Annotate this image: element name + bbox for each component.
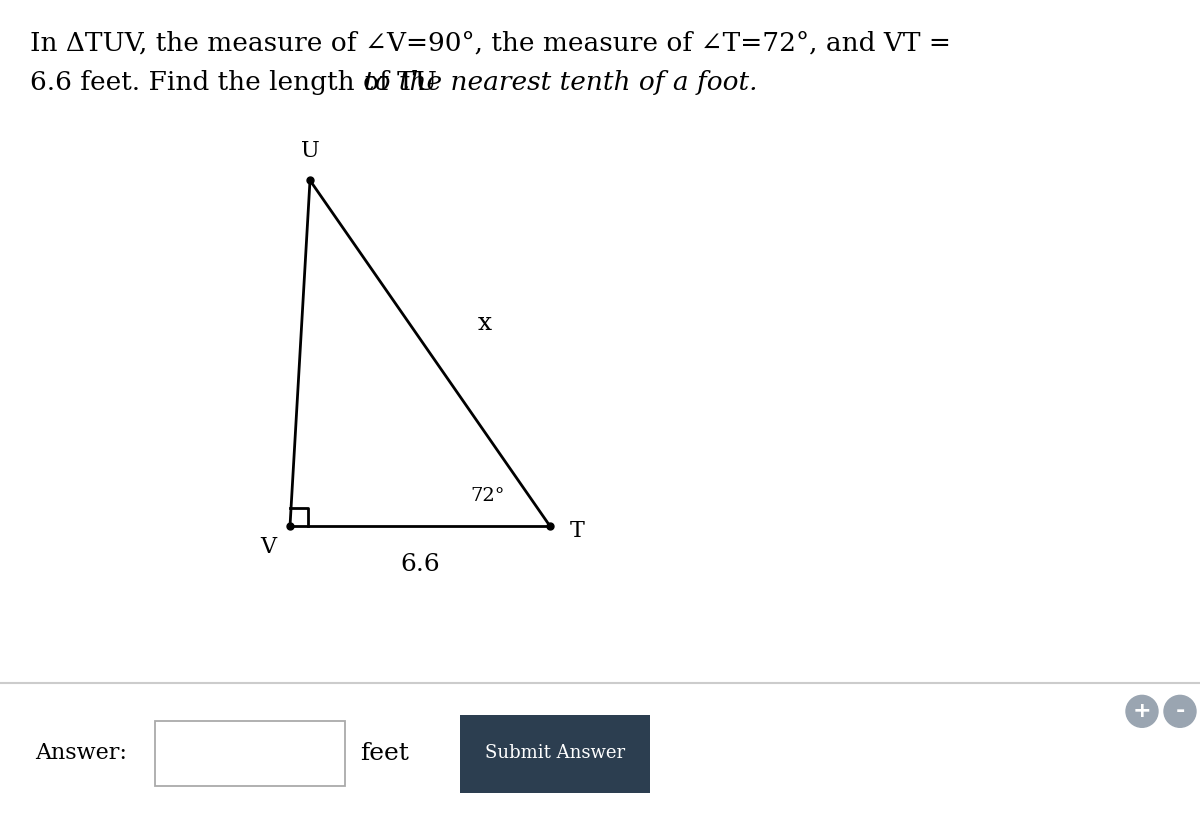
Circle shape <box>1126 695 1158 727</box>
Text: x: x <box>478 312 492 335</box>
Text: -: - <box>1175 701 1184 722</box>
Text: to the nearest tenth of a foot.: to the nearest tenth of a foot. <box>365 70 758 95</box>
Circle shape <box>1164 695 1196 727</box>
Text: In ΔTUV, the measure of ∠V=90°, the measure of ∠T=72°, and VT =: In ΔTUV, the measure of ∠V=90°, the meas… <box>30 30 950 55</box>
Text: 72°: 72° <box>470 487 505 505</box>
Bar <box>460 715 650 793</box>
Text: Answer:: Answer: <box>35 742 127 764</box>
Text: 6.6 feet. Find the length of TU: 6.6 feet. Find the length of TU <box>30 70 445 95</box>
Text: U: U <box>301 140 319 163</box>
Text: 6.6: 6.6 <box>400 553 440 576</box>
Text: T: T <box>570 521 584 542</box>
Text: feet: feet <box>360 741 409 764</box>
Bar <box>155 722 346 787</box>
Text: V: V <box>260 536 276 558</box>
Text: +: + <box>1133 701 1151 722</box>
Text: Submit Answer: Submit Answer <box>485 744 625 762</box>
